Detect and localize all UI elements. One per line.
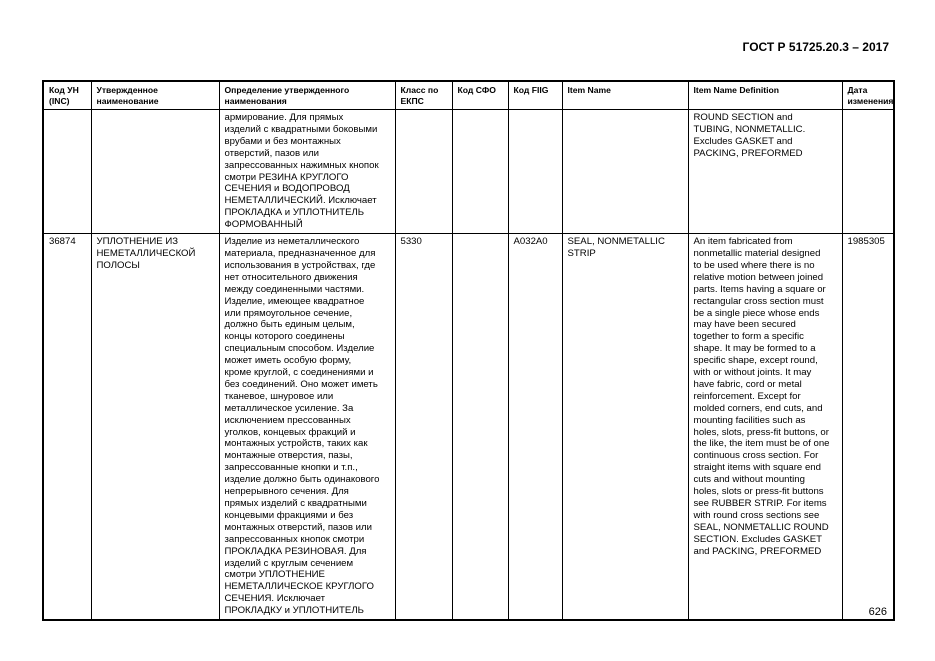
cell-fiig xyxy=(507,108,563,235)
page-number: 626 xyxy=(868,606,887,618)
cell-definition-ru: армирование. Для прямых изделий с квадра… xyxy=(218,108,396,235)
document-code: ГОСТ Р 51725.20.3 – 2017 xyxy=(742,40,889,54)
table-row: 36874 УПЛОТНЕНИЕ ИЗ НЕМЕТАЛЛИЧЕСКОЙ ПОЛО… xyxy=(42,233,895,621)
col-definition-ru: Определение утвержденного наименования xyxy=(218,80,396,110)
col-ekps: Класс по ЕКПС xyxy=(394,80,453,110)
cell-item-definition: ROUND SECTION and TUBING, NONMETALLIC. E… xyxy=(687,108,843,235)
items-table: Код УН (INC) Утвержденное наименование О… xyxy=(42,80,895,622)
cell-ekps xyxy=(394,108,453,235)
cell-item-name xyxy=(561,108,689,235)
cell-item-name: SEAL, NONMETALLIC STRIP xyxy=(561,233,689,621)
col-fiig: Код FIIG xyxy=(507,80,563,110)
cell-ekps: 5330 xyxy=(394,233,453,621)
col-date: Дата изменения xyxy=(841,80,895,110)
cell-item-definition: An item fabricated from nonmetallic mate… xyxy=(687,233,843,621)
cell-date xyxy=(841,108,895,235)
col-sfo: Код СФО xyxy=(451,80,509,110)
cell-sfo xyxy=(451,108,509,235)
col-name-ru: Утвержденное наименование xyxy=(90,80,220,110)
cell-sfo xyxy=(451,233,509,621)
cell-date: 1985305 xyxy=(841,233,895,621)
cell-fiig: A032A0 xyxy=(507,233,563,621)
table-row: армирование. Для прямых изделий с квадра… xyxy=(42,108,895,235)
cell-definition-ru: Изделие из неметаллического материала, п… xyxy=(218,233,396,621)
cell-name-ru xyxy=(90,108,220,235)
col-item-definition: Item Name Definition xyxy=(687,80,843,110)
cell-inc xyxy=(42,108,92,235)
col-item-name: Item Name xyxy=(561,80,689,110)
col-inc: Код УН (INC) xyxy=(42,80,92,110)
cell-inc: 36874 xyxy=(42,233,92,621)
cell-name-ru: УПЛОТНЕНИЕ ИЗ НЕМЕТАЛЛИЧЕСКОЙ ПОЛОСЫ xyxy=(90,233,220,621)
table-header: Код УН (INC) Утвержденное наименование О… xyxy=(42,80,895,110)
